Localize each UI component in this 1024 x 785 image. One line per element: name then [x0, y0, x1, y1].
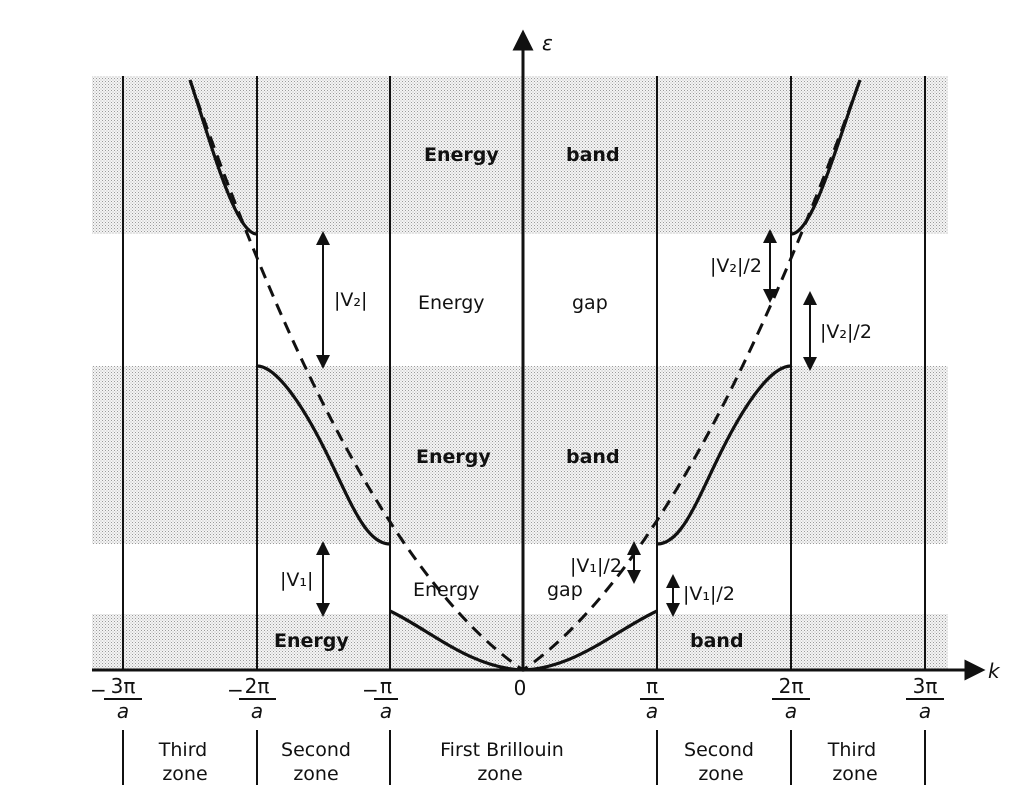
tick-sign: −	[362, 678, 379, 702]
tick-denominator: a	[117, 699, 129, 723]
gap-lower-label-left: Energy	[413, 579, 480, 601]
tick-plus-pi: π a	[640, 674, 664, 723]
tick-numerator: π	[380, 674, 392, 698]
tick-minus-3pi: − 3π a	[90, 674, 142, 723]
v1-half-label-upper: |V₁|/2	[570, 555, 622, 577]
energy-axis-label: ε	[542, 31, 553, 55]
k-axis-ticks: − 3π a − 2π a − π a 0 π a 2π a	[90, 674, 944, 723]
zone-second-left-line1: Second	[281, 739, 351, 761]
band-bottom-label-right: band	[690, 630, 744, 652]
zone-third-right-line2: zone	[832, 763, 877, 785]
band-3-right-curve	[790, 79, 862, 236]
zone-second-left-line2: zone	[293, 763, 338, 785]
band-2-left-curve	[256, 364, 391, 546]
tick-denominator: a	[251, 699, 263, 723]
tick-denominator: a	[785, 699, 797, 723]
zone-third-right-line1: Third	[827, 739, 876, 761]
tick-denominator: a	[380, 699, 392, 723]
band-middle-label-left: Energy	[416, 446, 491, 468]
band-top-label-left: Energy	[424, 144, 499, 166]
tick-denominator: a	[919, 699, 931, 723]
zone-labels: Third zone Second zone First Brillouin z…	[158, 739, 878, 785]
tick-numerator: 3π	[913, 674, 938, 698]
zone-second-right-line1: Second	[684, 739, 754, 761]
band-3-left-curve	[188, 79, 258, 236]
zone-third-left-line1: Third	[158, 739, 207, 761]
tick-sign: −	[227, 678, 244, 702]
zone-third-left-line2: zone	[162, 763, 207, 785]
energy-band-region-top	[92, 76, 948, 234]
tick-numerator: 0	[514, 676, 527, 700]
tick-numerator: 2π	[779, 674, 804, 698]
band-middle-label-right: band	[566, 446, 620, 468]
zone-dividers	[122, 730, 926, 785]
k-axis-label: k	[988, 659, 1001, 683]
v2-label-left: |V₂|	[334, 289, 367, 311]
tick-numerator: 3π	[111, 674, 136, 698]
gap-arrows	[316, 229, 817, 617]
band-curves	[188, 79, 862, 672]
tick-numerator: 2π	[245, 674, 270, 698]
band-1-curve	[389, 609, 658, 672]
tick-sign: −	[90, 678, 107, 702]
zone-second-right-line2: zone	[698, 763, 743, 785]
v2-half-label-lower: |V₂|/2	[820, 321, 872, 343]
band-bottom-label-left: Energy	[274, 630, 349, 652]
v2-half-label-upper: |V₂|/2	[710, 255, 762, 277]
gap-upper-label-left: Energy	[418, 292, 485, 314]
tick-numerator: π	[646, 674, 658, 698]
gap-upper-label-right: gap	[572, 292, 608, 314]
energy-band-region-bottom	[92, 614, 948, 670]
tick-minus-2pi: − 2π a	[227, 674, 276, 723]
tick-minus-pi: − π a	[362, 674, 398, 723]
zone-first-line1: First Brillouin	[440, 739, 564, 761]
tick-zero: 0	[514, 676, 527, 700]
tick-plus-2pi: 2π a	[772, 674, 810, 723]
v1-label-left: |V₁|	[280, 569, 313, 591]
zone-first-line2: zone	[477, 763, 522, 785]
band-top-label-right: band	[566, 144, 620, 166]
tick-plus-3pi: 3π a	[906, 674, 944, 723]
tick-denominator: a	[646, 699, 658, 723]
energy-band-region-middle	[92, 366, 948, 544]
zone-boundaries	[122, 76, 926, 670]
gap-lower-label-right: gap	[547, 579, 583, 601]
v1-half-label-lower: |V₁|/2	[683, 583, 735, 605]
band-2-right-curve	[656, 364, 792, 546]
